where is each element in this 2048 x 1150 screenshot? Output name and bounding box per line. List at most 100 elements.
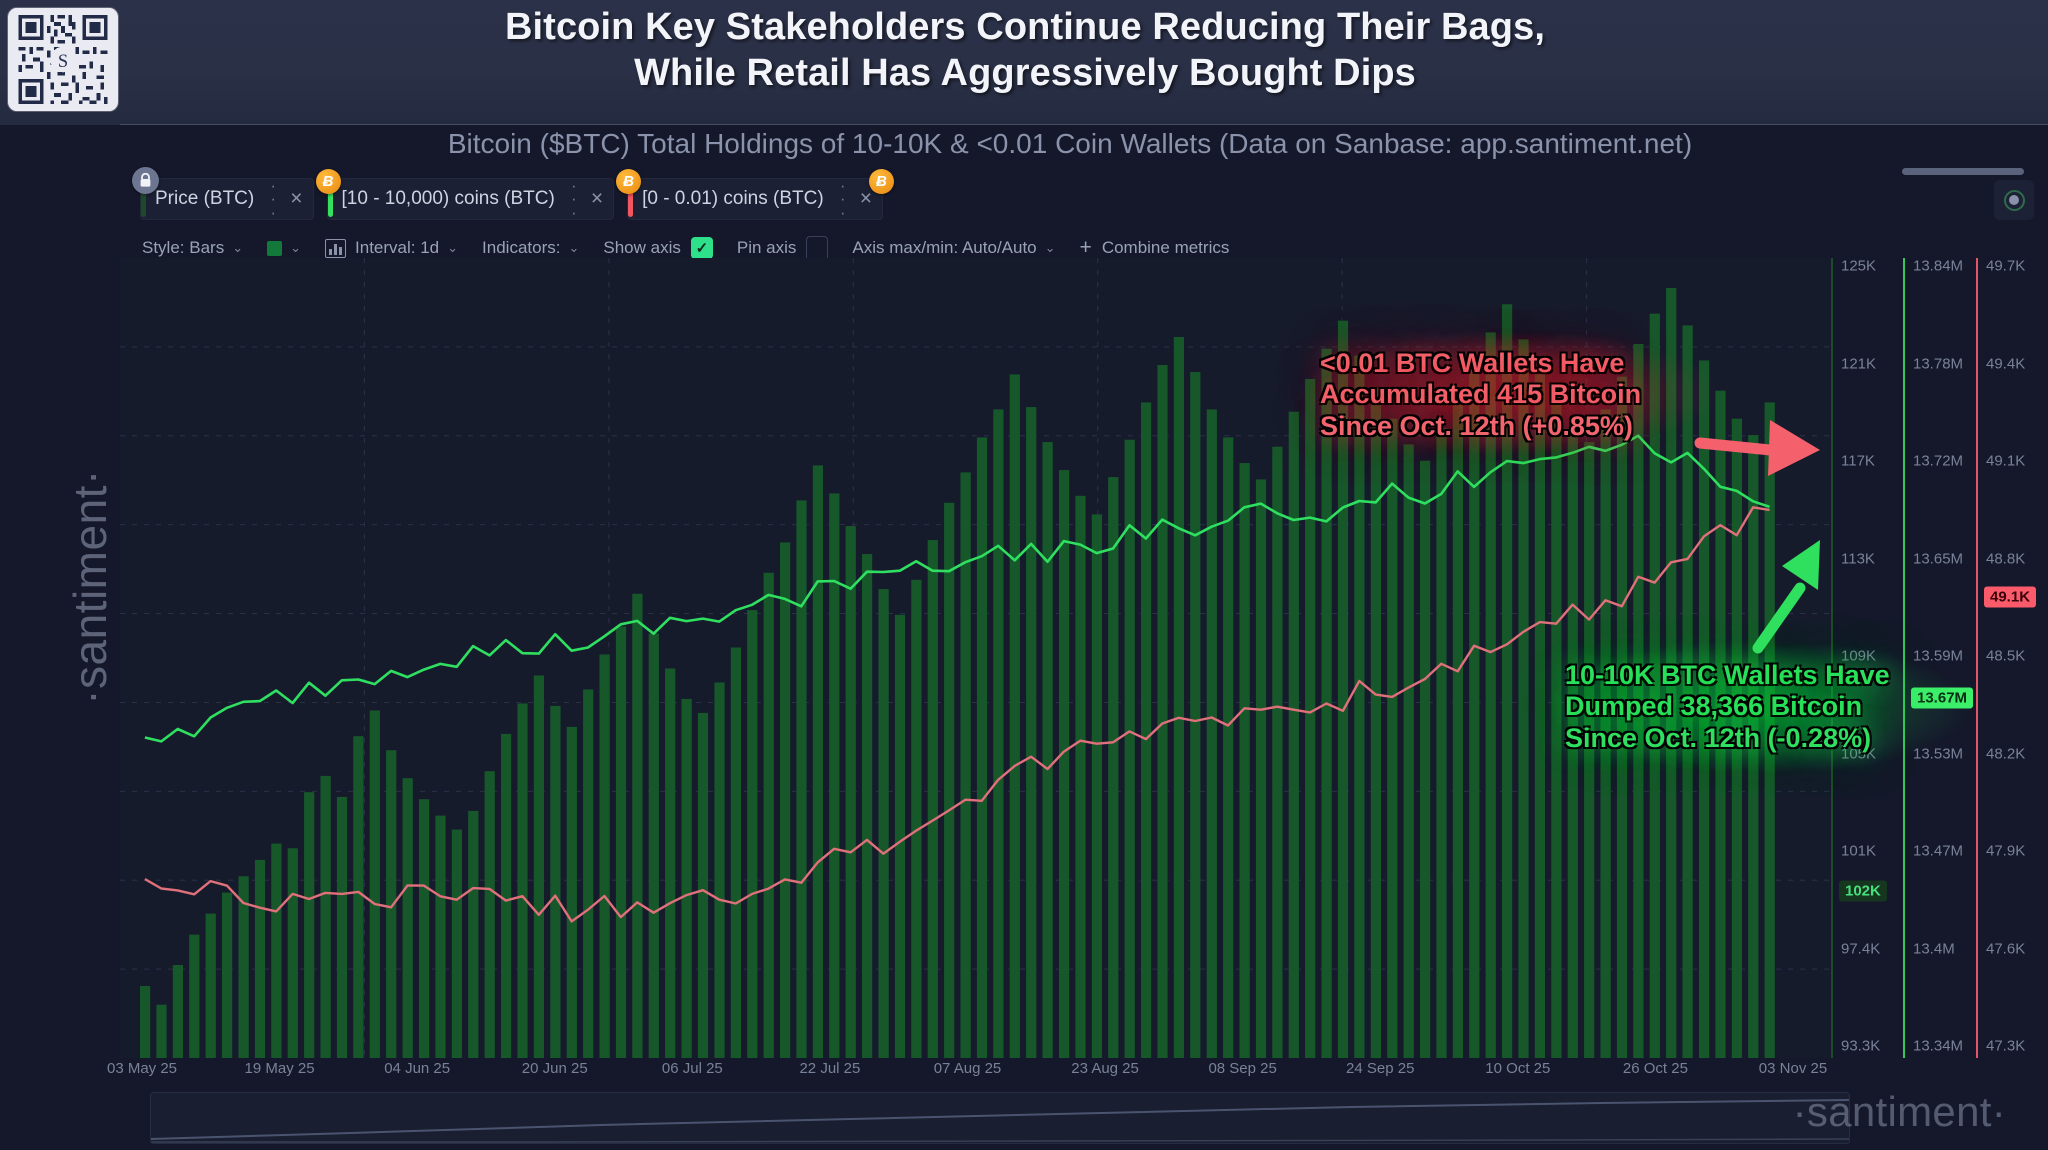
page-subtitle: Bitcoin ($BTC) Total Holdings of 10-10K … xyxy=(447,128,1693,159)
header-band xyxy=(0,0,2048,125)
combine-metrics-button[interactable]: + Combine metrics xyxy=(1080,236,1230,260)
chart-overview-strip[interactable] xyxy=(150,1092,1850,1144)
x-axis-tick: 19 May 25 xyxy=(244,1060,315,1077)
axis-tick: 49.7K xyxy=(1986,257,2026,275)
chevron-down-icon-5: ⌄ xyxy=(1044,240,1056,255)
metric-tabs: Price (BTC) · · · × Ƀ [10 - 10,000) coins … xyxy=(132,167,896,222)
interval-selector[interactable]: Interval: 1d ⌄ xyxy=(325,238,458,258)
settings-button[interactable] xyxy=(1994,180,2034,220)
combine-metrics-label: Combine metrics xyxy=(1101,238,1230,257)
axis-whales: 13.84M 13.78M 13.72M 13.65M 13.59M 13.53M 13.4… xyxy=(1903,257,1974,1058)
axis-tick: 105K xyxy=(1841,745,1877,762)
x-axis-tick: 20 Jun 25 xyxy=(521,1060,588,1077)
bitcoin-badge-icon-3: Ƀ xyxy=(868,169,894,194)
x-axis-tick: 03 Nov 25 xyxy=(1758,1060,1828,1077)
x-axis-tick: 22 Jul 25 xyxy=(799,1060,861,1077)
x-axis-tick: 04 Jun 25 xyxy=(384,1060,451,1077)
color-selector[interactable]: ⌄ xyxy=(267,240,301,256)
axis-tick: 13.34M xyxy=(1913,1037,1964,1055)
indicators-label: Indicators: xyxy=(482,238,561,257)
x-axis-tick: 24 Sep 25 xyxy=(1346,1060,1415,1077)
svg-text:S: S xyxy=(58,51,68,71)
page-title: Bitcoin Key Stakeholders Continue Reduci… xyxy=(300,4,1750,97)
axis-tick: 125K xyxy=(1841,257,1877,275)
tab-color-bar-whales xyxy=(327,181,333,217)
x-axis-tick: 26 Oct 25 xyxy=(1622,1060,1688,1077)
axis-tick: 117K xyxy=(1841,452,1875,470)
lock-icon xyxy=(132,167,159,194)
tab-menu-price[interactable]: · · · xyxy=(270,175,277,222)
axis-spine-price xyxy=(1831,258,1833,1058)
axis-tick: 47.6K xyxy=(1986,940,2026,957)
axis-current-value: 102K xyxy=(1839,880,1887,902)
checkbox-unchecked-icon[interactable] xyxy=(806,235,829,261)
checkbox-checked-icon[interactable]: ✓ xyxy=(690,237,713,259)
color-swatch xyxy=(267,240,283,256)
x-axis-tick: 06 Jul 25 xyxy=(661,1060,723,1077)
tab-menu-whales[interactable]: · · · xyxy=(570,175,577,222)
axis-tick: 13.47M xyxy=(1913,842,1964,860)
axis-tick: 48.2K xyxy=(1986,745,2026,762)
axis-tick: 101K xyxy=(1841,842,1877,860)
x-axis-tick: 08 Sep 25 xyxy=(1208,1060,1277,1077)
axis-tick: 13.65M xyxy=(1913,550,1964,567)
tab-label-retail: [0 - 0.01) coins (BTC) xyxy=(642,188,824,209)
x-axis: 03 May 25 19 May 25 04 Jun 25 20 Jun 25 06 J… xyxy=(107,1058,1831,1092)
pin-axis-toggle[interactable]: Pin axis xyxy=(737,235,829,261)
x-axis-tick: 07 Aug 25 xyxy=(933,1060,1002,1077)
style-selector[interactable]: Style: Bars ⌄ xyxy=(142,238,243,258)
axis-tick: 93.3K xyxy=(1841,1037,1881,1055)
horizontal-scrollbar[interactable] xyxy=(1902,168,2024,175)
axis-tick: 113K xyxy=(1841,550,1875,567)
axis-tick: 13.78M xyxy=(1913,355,1964,372)
axis-retail: 49.7K 49.4K 49.1K 48.8K 48.5K 48.2K 47.9K 47.6K… xyxy=(1976,258,2046,1058)
tab-whale-coins[interactable]: Ƀ [10 - 10,000) coins (BTC) · · · × xyxy=(315,169,615,222)
axis-tick: 121K xyxy=(1841,355,1877,372)
tab-label-price: Price (BTC) xyxy=(155,188,255,209)
tab-close-whales[interactable]: × xyxy=(590,187,604,210)
axis-tick: 109K xyxy=(1841,647,1877,665)
tab-price-btc[interactable]: Price (BTC) · · · × xyxy=(132,167,314,222)
axis-tick: 13.84M xyxy=(1913,257,1964,275)
axis-spine-whales xyxy=(1903,258,1905,1058)
chart-canvas xyxy=(120,258,1831,1058)
axis-tick: 48.5K xyxy=(1986,647,2026,665)
watermark-left: ·santiment· xyxy=(64,469,116,705)
axis-minmax-selector[interactable]: Axis max/min: Auto/Auto ⌄ xyxy=(852,238,1055,258)
show-axis-toggle[interactable]: Show axis ✓ xyxy=(603,237,713,259)
axis-minmax-label: Axis max/min: Auto/Auto xyxy=(852,238,1037,257)
axis-tick: 13.72M xyxy=(1913,452,1964,470)
tab-menu-retail[interactable]: · · · xyxy=(839,175,846,222)
chart-controls: Style: Bars ⌄ ⌄ Interval: 1d ⌄ Indicator… xyxy=(142,233,1253,263)
tab-close-retail[interactable]: × xyxy=(859,187,872,210)
show-axis-label: Show axis xyxy=(603,238,681,257)
indicators-selector[interactable]: Indicators: ⌄ xyxy=(482,238,579,258)
tab-close-price[interactable]: × xyxy=(290,187,303,210)
gear-icon xyxy=(2003,189,2025,211)
tab-color-bar-retail xyxy=(628,181,634,217)
axis-current-value: 49.1K xyxy=(1984,586,2037,608)
chart-plot-area[interactable] xyxy=(120,258,1831,1058)
chevron-down-icon-4: ⌄ xyxy=(568,240,580,255)
x-axis-tick: 10 Oct 25 xyxy=(1485,1060,1551,1077)
tab-label-whales: [10 - 10,000) coins (BTC) xyxy=(341,188,555,209)
axis-tick: 13.53M xyxy=(1913,745,1964,762)
watermark-bottom: ·santiment· xyxy=(1792,1088,2006,1135)
x-axis-tick: 23 Aug 25 xyxy=(1071,1060,1139,1077)
axis-tick: 49.1K xyxy=(1986,452,2026,470)
overview-sparkline xyxy=(151,1099,1849,1143)
axis-tick: 49.4K xyxy=(1986,355,2026,372)
axis-tick: 48.8K xyxy=(1986,550,2026,567)
axis-spine-retail xyxy=(1976,258,1978,1058)
x-axis-tick: 03 May 25 xyxy=(106,1060,178,1077)
chevron-down-icon-3: ⌄ xyxy=(447,240,459,255)
qr-code[interactable]: S xyxy=(8,8,118,111)
bitcoin-badge-icon: Ƀ xyxy=(315,169,341,194)
plus-icon: + xyxy=(1079,236,1092,259)
axis-tick: 47.9K xyxy=(1986,842,2026,860)
bars-icon xyxy=(325,238,347,258)
title-line-2: While Retail Has Aggressively Bought Dip… xyxy=(634,52,1416,95)
right-axes: 125K 121K 117K 113K 109K 105K 101K 97.4K 93.3K 10… xyxy=(1831,258,2048,1058)
tab-retail-coins[interactable]: Ƀ [0 - 0.01) coins (BTC) · · · × Ƀ xyxy=(616,169,894,222)
